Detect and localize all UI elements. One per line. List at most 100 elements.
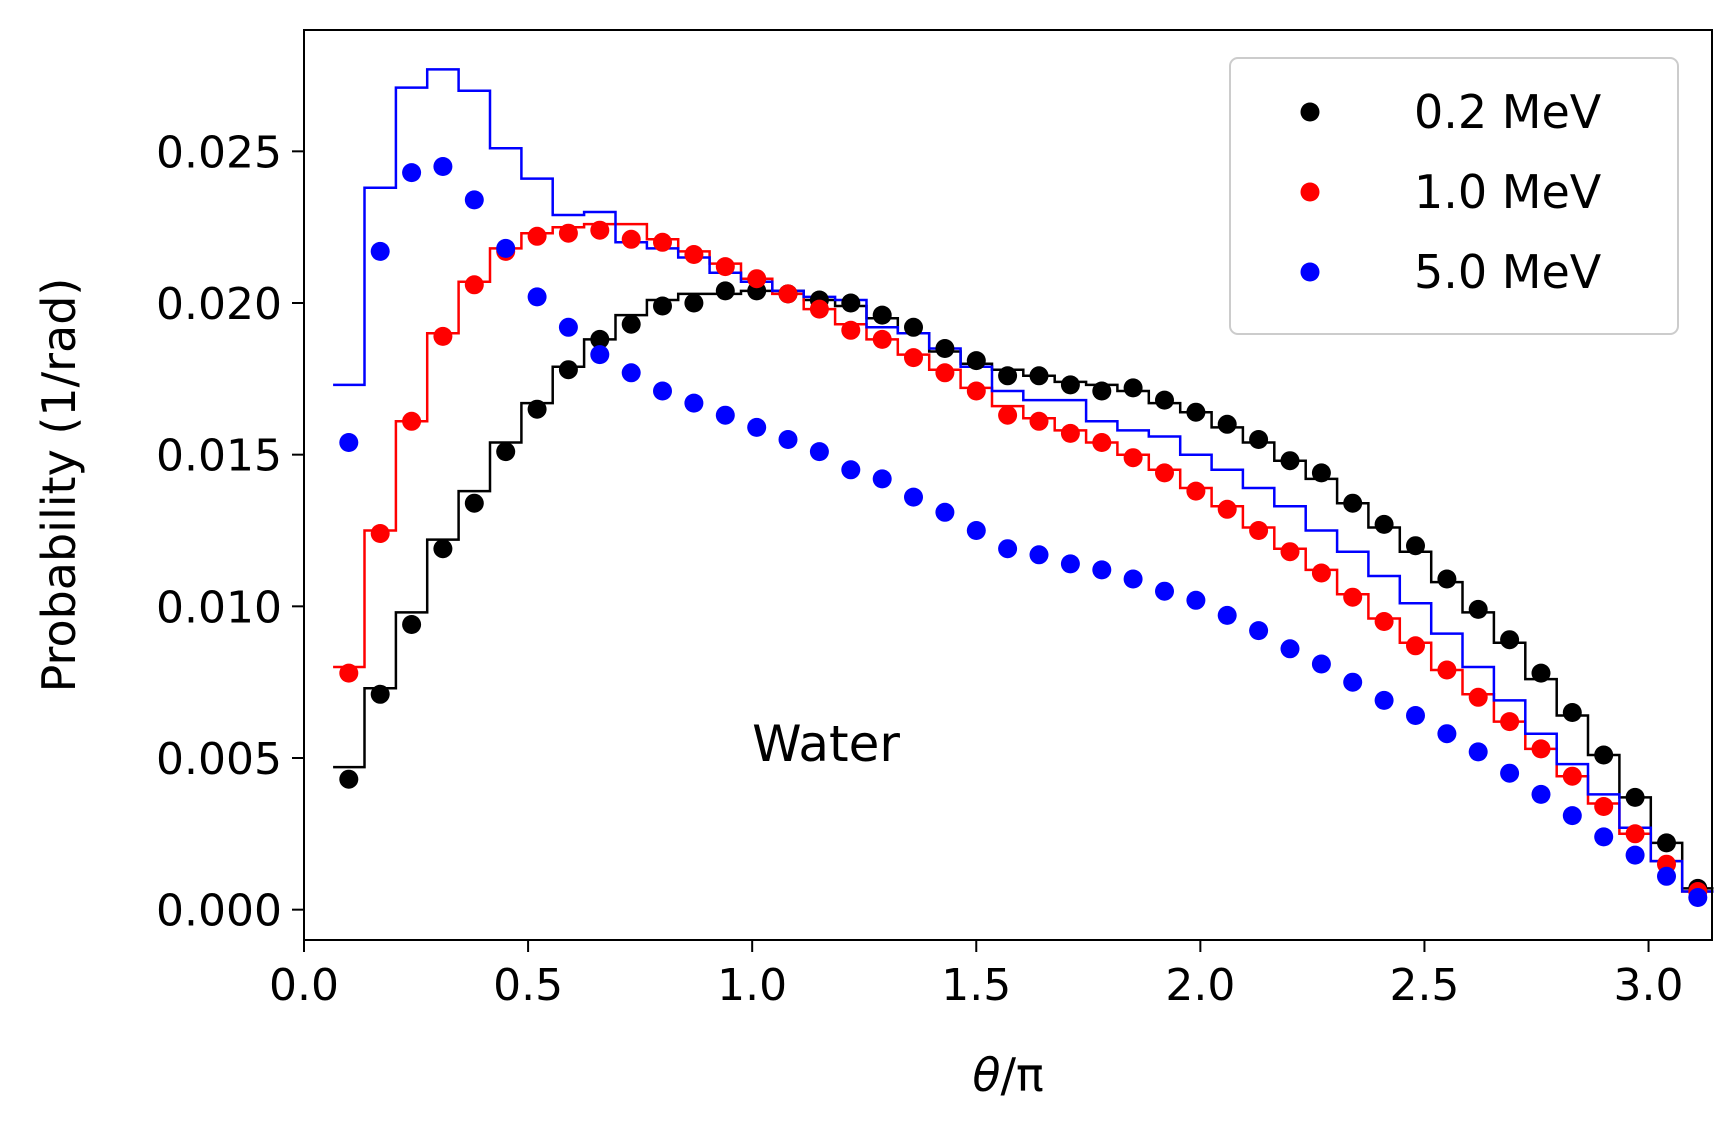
x-axis-label: θ/π xyxy=(972,1048,1043,1102)
data-point xyxy=(1343,587,1363,607)
data-point xyxy=(1092,381,1112,401)
legend-label: 0.2 MeV xyxy=(1414,85,1602,139)
data-point xyxy=(1594,797,1614,816)
y-axis: 0.000 0.005 0.010 0.015 0.020 0.025 xyxy=(156,127,304,937)
data-point xyxy=(1500,712,1520,732)
data-point xyxy=(1437,660,1457,680)
data-point xyxy=(1468,742,1488,762)
data-point xyxy=(1594,745,1614,765)
x-tick-label: 3.0 xyxy=(1614,960,1684,1011)
data-point xyxy=(464,493,484,513)
data-point xyxy=(1217,499,1237,519)
data-point xyxy=(1155,581,1174,601)
x-axis: 0.0 0.5 1.0 1.5 2.0 2.5 3.0 xyxy=(269,940,1684,1011)
data-point xyxy=(1060,423,1080,443)
data-point xyxy=(402,163,422,183)
data-point xyxy=(1123,448,1143,468)
data-point xyxy=(715,405,735,425)
y-tick-label: 0.015 xyxy=(156,431,282,482)
data-point xyxy=(1186,481,1206,501)
legend-marker xyxy=(1300,182,1320,202)
x-tick-label: 2.5 xyxy=(1389,960,1459,1011)
data-point xyxy=(433,157,453,176)
x-tick-label: 1.5 xyxy=(941,960,1011,1011)
data-point xyxy=(935,502,955,522)
y-tick-label: 0.005 xyxy=(156,734,282,785)
data-point xyxy=(433,326,453,346)
data-point xyxy=(1217,605,1237,625)
data-point xyxy=(1688,888,1708,907)
data-point xyxy=(872,329,892,349)
data-point xyxy=(1249,521,1269,540)
scatter-layer xyxy=(339,157,1708,907)
y-tick-label: 0.020 xyxy=(156,279,282,330)
data-point xyxy=(1060,554,1080,574)
data-point xyxy=(1029,366,1049,386)
plot-frame xyxy=(303,29,1713,941)
data-point xyxy=(872,305,892,325)
data-point xyxy=(339,663,359,683)
legend-marker xyxy=(1300,102,1320,122)
y-axis-label: Probability (1/rad) xyxy=(32,278,86,693)
data-point xyxy=(464,275,484,295)
data-point xyxy=(527,399,547,419)
data-point xyxy=(527,226,547,246)
x-tick-label: 0.0 xyxy=(269,960,339,1011)
data-point xyxy=(1123,378,1143,398)
data-point xyxy=(1468,599,1488,619)
data-point xyxy=(370,241,390,261)
data-point xyxy=(935,363,955,383)
data-point xyxy=(653,381,672,401)
data-point xyxy=(1562,766,1582,786)
data-point xyxy=(1531,784,1551,804)
data-point xyxy=(872,469,892,489)
data-point xyxy=(621,229,641,249)
data-point xyxy=(1343,672,1363,692)
data-point xyxy=(1343,493,1363,513)
data-point xyxy=(747,269,767,289)
data-point xyxy=(966,521,986,540)
data-point xyxy=(1406,636,1425,656)
data-point xyxy=(715,257,735,277)
data-point xyxy=(1092,560,1112,580)
data-point xyxy=(1657,866,1676,886)
legend-label: 1.0 MeV xyxy=(1414,165,1602,219)
data-point xyxy=(1060,375,1080,395)
legend: 0.2 MeV 1.0 MeV 5.0 MeV xyxy=(1229,57,1679,335)
data-point xyxy=(778,284,798,304)
data-point xyxy=(653,296,672,316)
data-point xyxy=(684,393,704,413)
data-point xyxy=(1406,536,1425,556)
data-point xyxy=(1249,621,1269,641)
data-point xyxy=(1249,430,1269,449)
data-point xyxy=(1594,827,1614,847)
data-point xyxy=(1186,590,1206,610)
legend-box xyxy=(1229,57,1679,335)
data-point xyxy=(1029,411,1049,431)
data-point xyxy=(904,348,923,368)
data-point xyxy=(1374,690,1394,710)
data-point xyxy=(339,769,359,789)
data-point xyxy=(809,299,829,319)
data-point xyxy=(1155,390,1174,410)
data-point xyxy=(1217,414,1237,434)
y-tick-label: 0.000 xyxy=(156,886,282,937)
data-point xyxy=(1562,806,1582,826)
data-point xyxy=(1280,542,1300,562)
data-point xyxy=(998,366,1018,386)
data-point xyxy=(966,381,986,401)
data-point xyxy=(1562,703,1582,722)
data-point xyxy=(1500,763,1520,783)
data-point xyxy=(558,317,578,337)
data-point xyxy=(966,351,986,371)
data-point xyxy=(841,460,861,480)
data-point xyxy=(1155,463,1174,483)
data-point xyxy=(841,293,861,313)
data-point xyxy=(1625,845,1645,865)
data-point xyxy=(1531,663,1551,683)
data-point xyxy=(1280,451,1300,471)
data-point xyxy=(370,524,390,543)
data-point xyxy=(590,329,610,349)
x-tick-label: 2.0 xyxy=(1165,960,1235,1011)
